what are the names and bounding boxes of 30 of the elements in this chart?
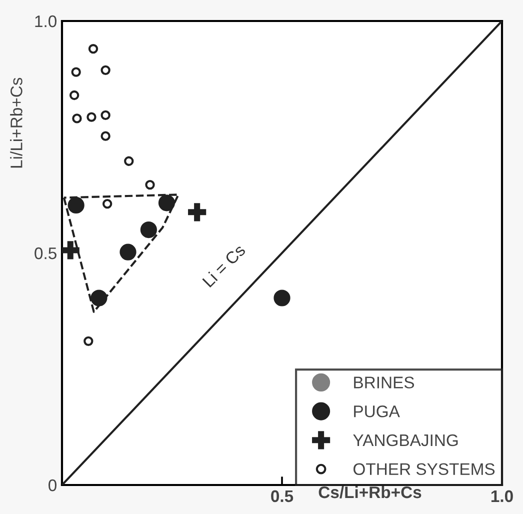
point: [100, 110, 110, 120]
y-tick-label: 0.5: [34, 247, 56, 260]
point: [145, 180, 155, 190]
point: [88, 44, 98, 54]
point: [84, 336, 94, 346]
annotation: Li = Cs: [202, 243, 246, 288]
point: [71, 67, 81, 77]
point: [100, 65, 110, 76]
point: [102, 198, 112, 209]
point: [72, 114, 82, 124]
point: [188, 203, 206, 222]
y-tick-label: 0: [48, 479, 56, 492]
point: [140, 222, 157, 238]
point: [69, 90, 80, 100]
point: [86, 112, 96, 122]
legend-label: BRINES: [354, 376, 414, 388]
point: [68, 196, 84, 214]
legend-label: PUGA: [354, 405, 400, 418]
point: [274, 290, 290, 306]
y-axis-title: Li/Li+Rb+Cs: [10, 78, 22, 168]
point: [100, 131, 110, 141]
point: [62, 241, 80, 260]
legend-label: YANGBAJING: [353, 434, 458, 446]
point: [90, 290, 108, 306]
point: [158, 194, 176, 212]
x-axis-title: Cs/Li+Rb+Cs: [318, 486, 422, 498]
legend-label: OTHER SYSTEMS: [354, 463, 495, 476]
point: [120, 244, 136, 260]
y-tick-label: 1.0: [35, 15, 56, 28]
point: [124, 156, 134, 166]
